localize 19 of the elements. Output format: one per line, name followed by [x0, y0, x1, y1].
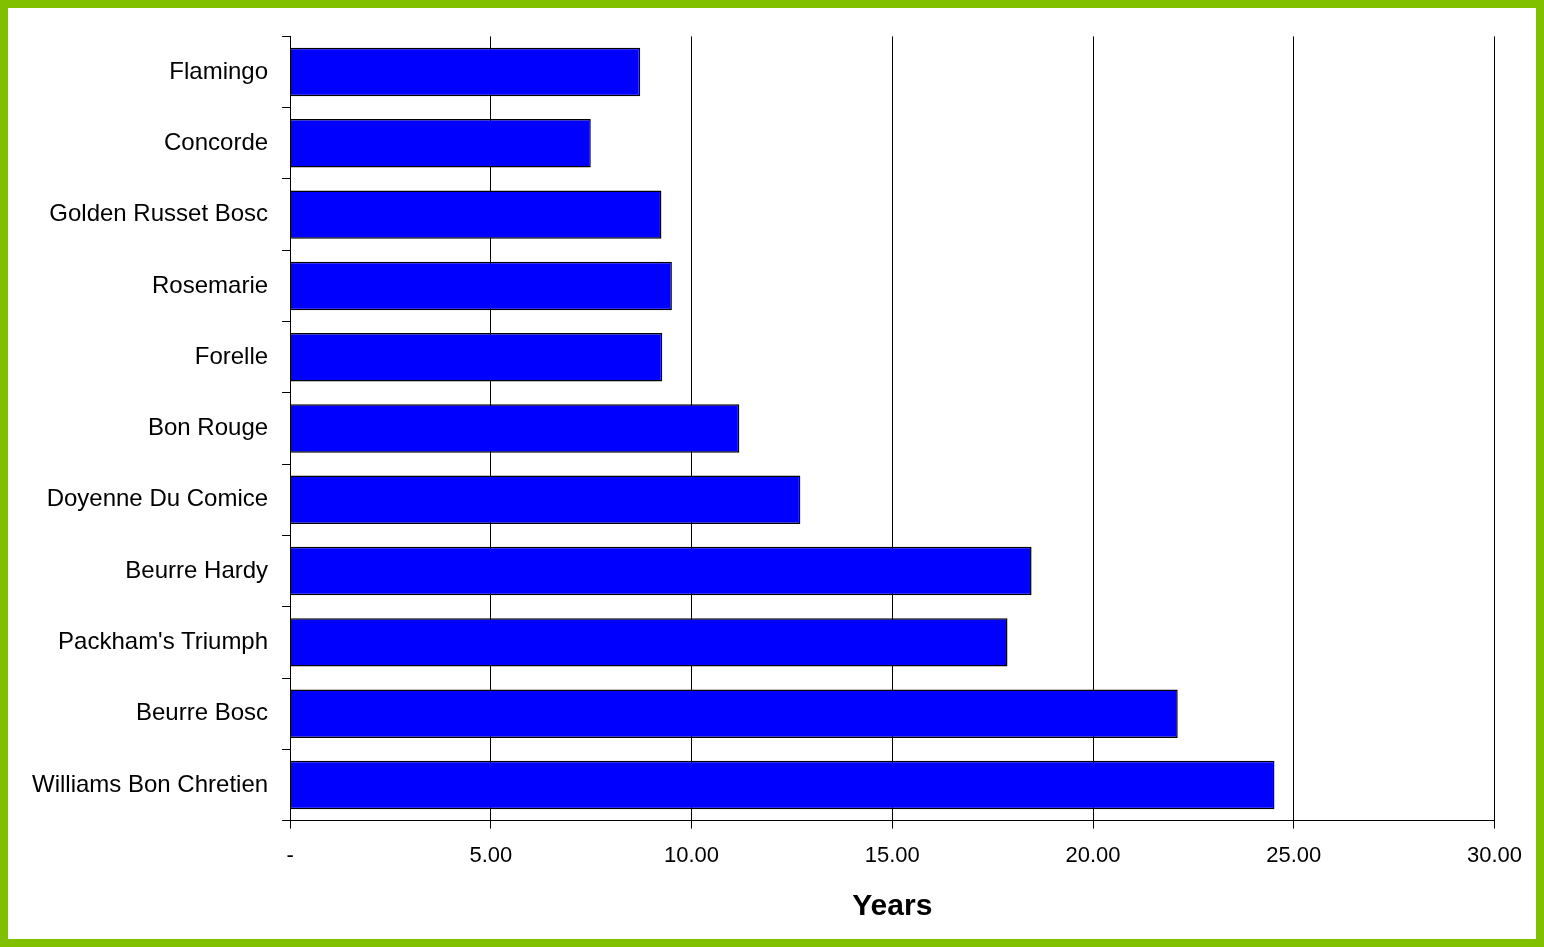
- x-tick-label: 20.00: [1065, 841, 1121, 867]
- y-tick-label: Concorde: [164, 127, 269, 155]
- y-tick-label: Beurre Bosc: [136, 698, 269, 726]
- y-tick-label: Packham's Triumph: [58, 627, 269, 654]
- x-axis-title: Years: [852, 888, 933, 922]
- y-tick-label: Doyenne Du Comice: [46, 484, 269, 512]
- x-tick-label: 30.00: [1466, 841, 1522, 867]
- y-tick-label: Beurre Hardy: [125, 555, 269, 583]
- x-tick-label: -: [286, 841, 294, 867]
- x-tick-label: 10.00: [664, 841, 720, 867]
- x-tick-label: 15.00: [864, 841, 920, 867]
- y-tick-label: Flamingo: [169, 56, 269, 84]
- x-tick-label: 5.00: [469, 841, 513, 867]
- x-tick-label: 25.00: [1266, 841, 1322, 867]
- y-tick-label: Golden Russet Bosc: [49, 199, 269, 227]
- y-tick-label: Bon Rouge: [147, 413, 269, 441]
- y-tick-label: Rosemarie: [152, 270, 269, 298]
- y-tick-label: Forelle: [194, 341, 269, 369]
- y-tick-label: Williams Bon Chretien: [32, 769, 269, 797]
